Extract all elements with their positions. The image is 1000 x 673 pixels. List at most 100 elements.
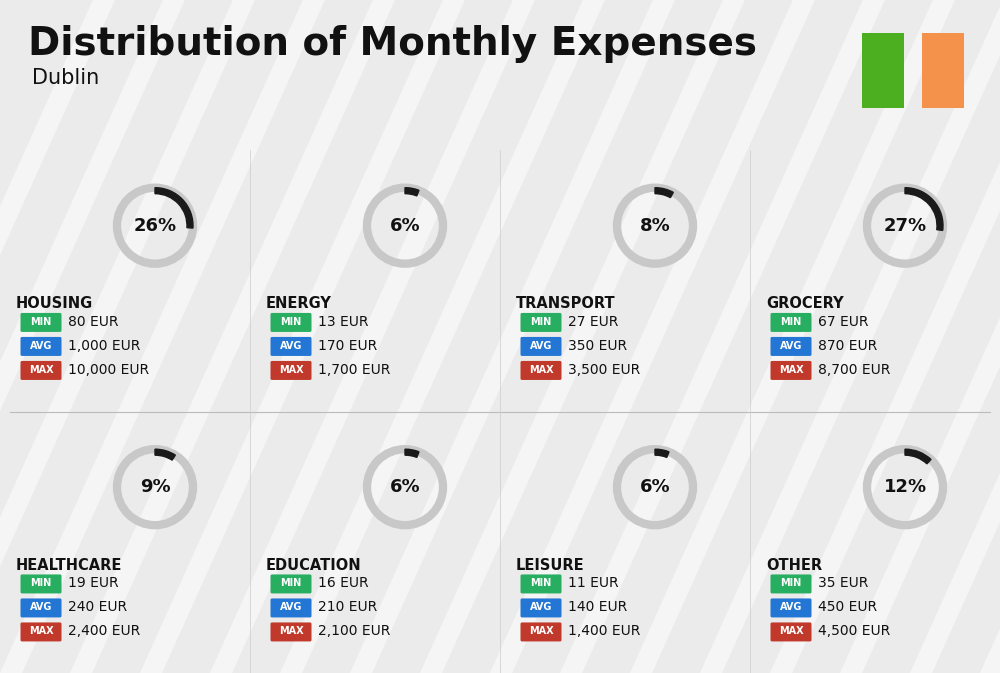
Wedge shape — [155, 449, 175, 460]
FancyBboxPatch shape — [770, 361, 812, 380]
Text: AVG: AVG — [530, 341, 552, 351]
Text: TRANSPORT: TRANSPORT — [516, 296, 616, 312]
Text: 2,100 EUR: 2,100 EUR — [318, 625, 390, 639]
Polygon shape — [70, 0, 395, 673]
Text: MAX: MAX — [529, 627, 553, 637]
Polygon shape — [0, 0, 115, 673]
Polygon shape — [350, 0, 675, 673]
Polygon shape — [490, 0, 815, 673]
Text: Distribution of Monthly Expenses: Distribution of Monthly Expenses — [28, 25, 757, 63]
Text: 19 EUR: 19 EUR — [68, 577, 119, 590]
Text: MIN: MIN — [280, 578, 302, 588]
Text: MAX: MAX — [529, 365, 553, 375]
Text: MIN: MIN — [30, 578, 52, 588]
Polygon shape — [280, 0, 605, 673]
FancyBboxPatch shape — [20, 575, 62, 594]
Wedge shape — [405, 188, 419, 196]
Text: 210 EUR: 210 EUR — [318, 600, 377, 614]
Text: MAX: MAX — [779, 365, 803, 375]
FancyBboxPatch shape — [270, 623, 312, 641]
Wedge shape — [905, 449, 931, 464]
Text: 6%: 6% — [640, 479, 670, 496]
FancyBboxPatch shape — [770, 313, 812, 332]
Text: AVG: AVG — [30, 602, 52, 612]
FancyBboxPatch shape — [20, 623, 62, 641]
Text: 3,500 EUR: 3,500 EUR — [568, 363, 640, 377]
Polygon shape — [980, 0, 1000, 673]
FancyBboxPatch shape — [20, 361, 62, 380]
Polygon shape — [140, 0, 465, 673]
FancyBboxPatch shape — [520, 598, 562, 617]
FancyBboxPatch shape — [520, 361, 562, 380]
FancyBboxPatch shape — [270, 598, 312, 617]
Text: 26%: 26% — [133, 217, 177, 235]
FancyBboxPatch shape — [270, 575, 312, 594]
FancyBboxPatch shape — [270, 337, 312, 356]
Text: MAX: MAX — [29, 627, 53, 637]
Polygon shape — [630, 0, 955, 673]
Polygon shape — [210, 0, 535, 673]
Text: 870 EUR: 870 EUR — [818, 339, 877, 353]
Text: 27%: 27% — [883, 217, 927, 235]
FancyBboxPatch shape — [270, 313, 312, 332]
Text: MAX: MAX — [29, 365, 53, 375]
Text: 8%: 8% — [640, 217, 670, 235]
Text: 9%: 9% — [140, 479, 170, 496]
Text: 1,400 EUR: 1,400 EUR — [568, 625, 640, 639]
Wedge shape — [405, 449, 419, 458]
Text: 12%: 12% — [883, 479, 927, 496]
Text: LEISURE: LEISURE — [516, 558, 585, 573]
Text: AVG: AVG — [530, 602, 552, 612]
Text: 240 EUR: 240 EUR — [68, 600, 127, 614]
Text: AVG: AVG — [280, 602, 302, 612]
Text: 6%: 6% — [390, 217, 420, 235]
Text: 6%: 6% — [390, 479, 420, 496]
FancyBboxPatch shape — [20, 337, 62, 356]
Polygon shape — [420, 0, 745, 673]
FancyBboxPatch shape — [770, 598, 812, 617]
Text: AVG: AVG — [280, 341, 302, 351]
Text: 140 EUR: 140 EUR — [568, 600, 627, 614]
Text: MIN: MIN — [530, 578, 552, 588]
FancyBboxPatch shape — [770, 623, 812, 641]
Text: 16 EUR: 16 EUR — [318, 577, 369, 590]
Text: 4,500 EUR: 4,500 EUR — [818, 625, 890, 639]
FancyBboxPatch shape — [20, 313, 62, 332]
Text: 350 EUR: 350 EUR — [568, 339, 627, 353]
Text: GROCERY: GROCERY — [766, 296, 844, 312]
Text: EDUCATION: EDUCATION — [266, 558, 362, 573]
Polygon shape — [770, 0, 1000, 673]
Text: 450 EUR: 450 EUR — [818, 600, 877, 614]
Text: MIN: MIN — [780, 578, 802, 588]
Polygon shape — [0, 0, 325, 673]
Polygon shape — [840, 0, 1000, 673]
Polygon shape — [0, 0, 255, 673]
Text: MIN: MIN — [780, 317, 802, 327]
Text: 27 EUR: 27 EUR — [568, 315, 618, 329]
Text: MAX: MAX — [279, 627, 303, 637]
Text: MAX: MAX — [779, 627, 803, 637]
Text: MIN: MIN — [30, 317, 52, 327]
Polygon shape — [910, 0, 1000, 673]
Wedge shape — [655, 188, 673, 198]
FancyBboxPatch shape — [770, 337, 812, 356]
Wedge shape — [905, 188, 943, 230]
Text: MAX: MAX — [279, 365, 303, 375]
Text: HOUSING: HOUSING — [16, 296, 93, 312]
Text: HEALTHCARE: HEALTHCARE — [16, 558, 122, 573]
Polygon shape — [700, 0, 1000, 673]
Text: MIN: MIN — [530, 317, 552, 327]
Text: OTHER: OTHER — [766, 558, 822, 573]
Text: 67 EUR: 67 EUR — [818, 315, 868, 329]
FancyBboxPatch shape — [520, 623, 562, 641]
FancyBboxPatch shape — [520, 575, 562, 594]
Text: AVG: AVG — [780, 341, 802, 351]
Text: AVG: AVG — [30, 341, 52, 351]
Polygon shape — [0, 0, 185, 673]
Text: Dublin: Dublin — [32, 68, 99, 88]
FancyBboxPatch shape — [770, 575, 812, 594]
Text: MIN: MIN — [280, 317, 302, 327]
FancyBboxPatch shape — [270, 361, 312, 380]
FancyBboxPatch shape — [520, 313, 562, 332]
Text: 10,000 EUR: 10,000 EUR — [68, 363, 149, 377]
